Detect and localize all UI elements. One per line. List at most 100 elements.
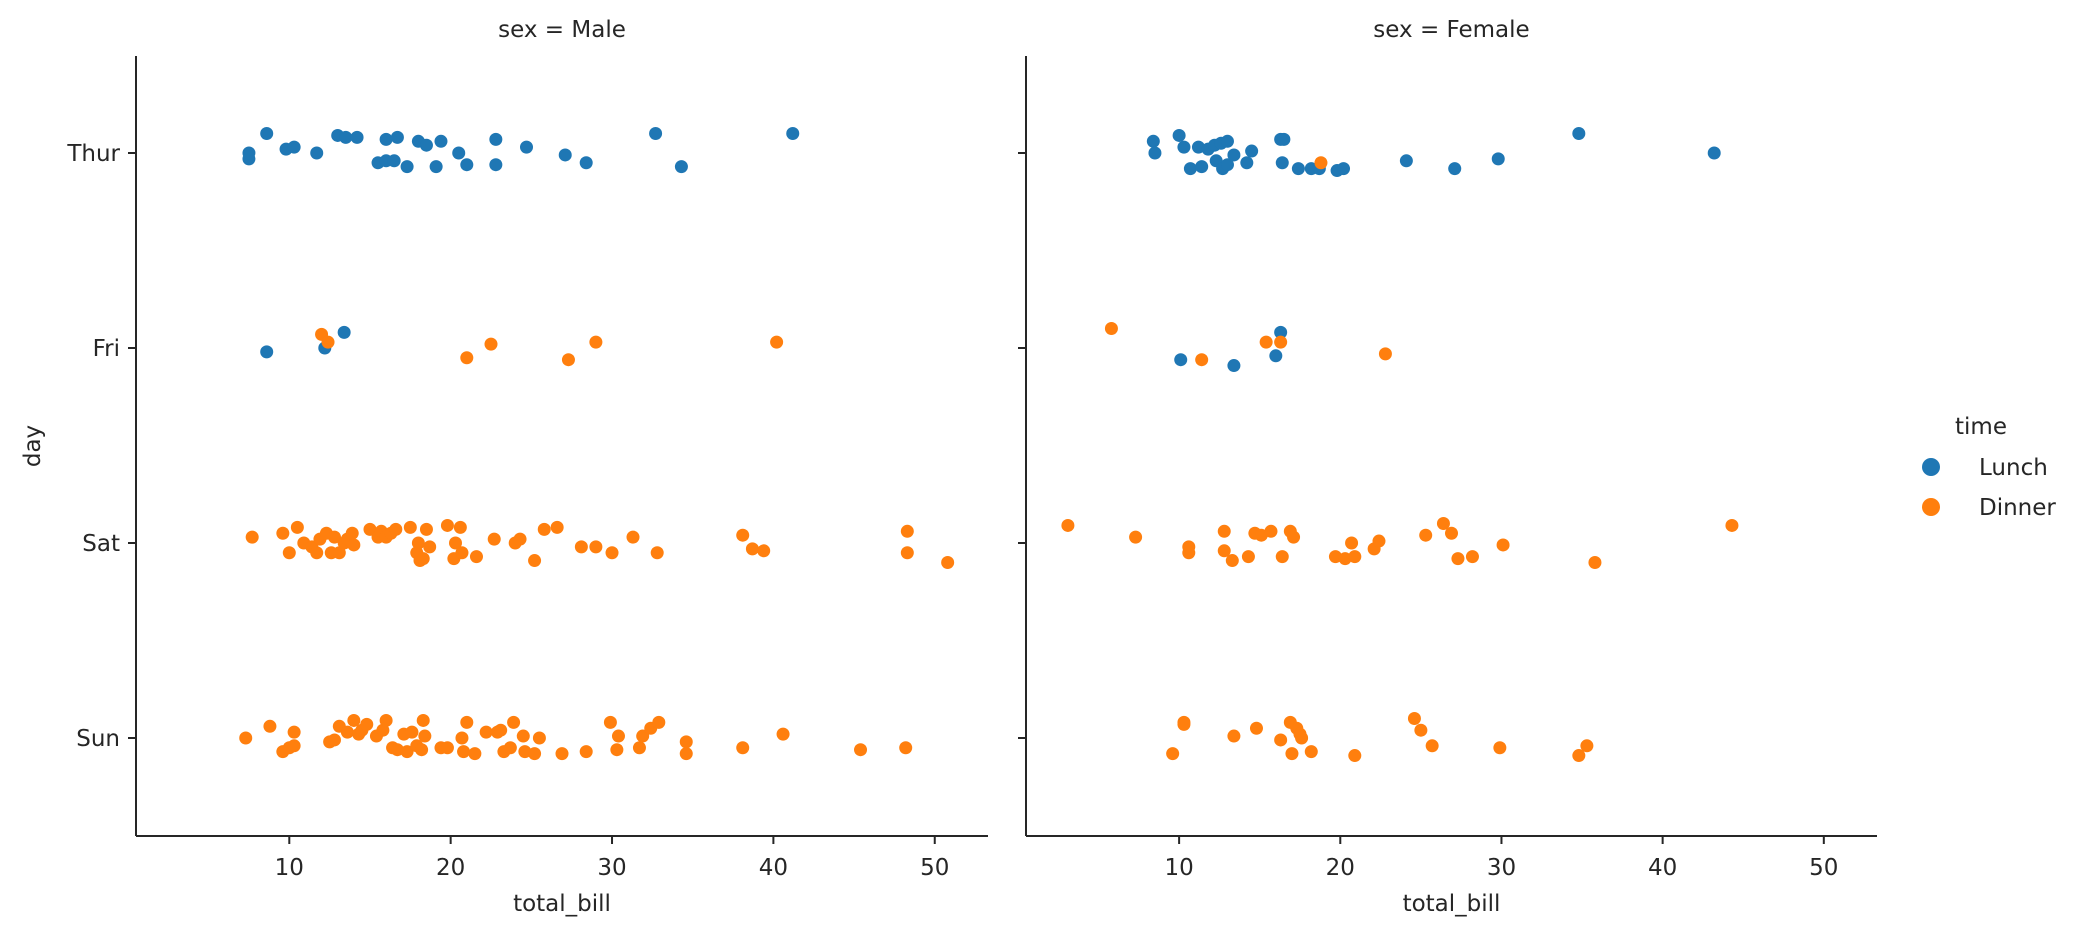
point-dinner-sun bbox=[347, 713, 361, 727]
point-lunch-thur bbox=[1291, 162, 1305, 176]
point-lunch-thur bbox=[429, 160, 443, 174]
point-dinner-sat bbox=[290, 520, 304, 534]
point-dinner-fri bbox=[1195, 353, 1209, 367]
point-dinner-sun bbox=[418, 729, 432, 743]
point-lunch-thur bbox=[400, 160, 414, 174]
point-dinner-sat bbox=[245, 530, 259, 544]
point-dinner-sun bbox=[516, 729, 530, 743]
point-dinner-sun bbox=[479, 725, 493, 739]
point-lunch-thur bbox=[1448, 162, 1462, 176]
point-dinner-sat bbox=[276, 526, 290, 540]
point-lunch-thur bbox=[339, 130, 353, 144]
point-dinner-sat bbox=[900, 546, 914, 560]
point-dinner-sun bbox=[532, 731, 546, 745]
point-dinner-sat bbox=[550, 520, 564, 534]
point-dinner-sun bbox=[1304, 745, 1318, 759]
point-dinner-sun bbox=[1177, 717, 1191, 731]
y-tick-label-thur: Thur bbox=[66, 141, 120, 167]
point-lunch-thur bbox=[287, 140, 301, 154]
point-dinner-sun bbox=[679, 747, 693, 761]
point-lunch-fri bbox=[1269, 349, 1283, 363]
point-lunch-thur bbox=[1572, 127, 1586, 140]
point-dinner-thur bbox=[1314, 156, 1328, 170]
legend: time Lunch Dinner bbox=[1922, 414, 2056, 521]
point-dinner-sat bbox=[1348, 550, 1362, 564]
point-dinner-sat bbox=[1217, 524, 1231, 538]
point-dinner-sat bbox=[1588, 556, 1602, 569]
y-axis-label: day bbox=[20, 425, 46, 467]
point-lunch-thur bbox=[242, 146, 256, 160]
point-dinner-sun bbox=[603, 715, 617, 729]
point-lunch-thur bbox=[1399, 154, 1413, 168]
point-dinner-sat bbox=[449, 536, 462, 550]
point-dinner-sat bbox=[403, 520, 417, 534]
point-dinner-sat bbox=[411, 536, 425, 550]
point-dinner-sat bbox=[310, 546, 324, 560]
point-dinner-sun bbox=[518, 745, 532, 759]
point-lunch-thur bbox=[387, 154, 401, 168]
point-lunch-thur bbox=[674, 160, 688, 174]
point-dinner-fri bbox=[1378, 347, 1392, 361]
point-lunch-thur bbox=[1183, 162, 1197, 176]
point-dinner-sat bbox=[1436, 517, 1450, 530]
y-tick-label-sun: Sun bbox=[76, 726, 120, 752]
point-dinner-sun bbox=[1285, 747, 1299, 761]
point-dinner-sun bbox=[1348, 749, 1362, 763]
point-dinner-sat bbox=[487, 532, 501, 546]
point-dinner-sun bbox=[610, 743, 624, 757]
point-dinner-fri bbox=[1259, 335, 1273, 349]
point-dinner-sun bbox=[776, 727, 790, 741]
point-dinner-sat bbox=[736, 528, 750, 542]
x-tick-label: 50 bbox=[1809, 855, 1838, 881]
point-dinner-sun bbox=[854, 743, 868, 757]
point-dinner-sun bbox=[1580, 739, 1594, 753]
point-dinner-sat bbox=[1275, 550, 1289, 564]
legend-marker-dinner bbox=[1922, 498, 1940, 516]
legend-label-dinner: Dinner bbox=[1979, 495, 2056, 521]
point-dinner-sun bbox=[494, 723, 508, 737]
point-dinner-sat bbox=[1225, 554, 1239, 568]
point-lunch-thur bbox=[1707, 146, 1721, 160]
point-lunch-thur bbox=[390, 130, 404, 144]
point-dinner-sun bbox=[1572, 749, 1586, 763]
point-dinner-sun bbox=[636, 729, 650, 743]
x-axis-label: total_bill bbox=[513, 891, 611, 917]
point-dinner-sun bbox=[528, 747, 542, 761]
point-lunch-thur bbox=[1277, 132, 1291, 146]
point-dinner-sat bbox=[423, 540, 437, 554]
point-dinner-sun bbox=[1249, 721, 1263, 735]
point-dinner-sun bbox=[460, 715, 474, 729]
point-lunch-thur bbox=[310, 146, 324, 160]
point-dinner-sun bbox=[507, 715, 521, 729]
point-dinner-sat bbox=[528, 554, 542, 568]
point-dinner-sat bbox=[537, 522, 551, 536]
point-lunch-thur bbox=[1195, 160, 1209, 174]
point-dinner-sun bbox=[440, 741, 454, 755]
point-dinner-sun bbox=[679, 735, 693, 749]
series-dinner bbox=[1061, 156, 1739, 763]
x-tick-label: 10 bbox=[275, 855, 304, 881]
point-lunch-thur bbox=[350, 130, 364, 144]
point-dinner-sat bbox=[1465, 550, 1479, 564]
point-lunch-thur bbox=[1245, 144, 1259, 158]
point-dinner-sun bbox=[287, 739, 301, 753]
point-dinner-fri bbox=[770, 335, 784, 349]
point-dinner-sun bbox=[1295, 731, 1309, 745]
point-dinner-sun bbox=[405, 725, 419, 739]
point-dinner-fri bbox=[321, 335, 335, 349]
point-dinner-sat bbox=[1129, 530, 1143, 544]
point-dinner-sat bbox=[757, 544, 771, 558]
legend-marker-lunch bbox=[1922, 458, 1940, 476]
point-dinner-sun bbox=[416, 713, 430, 727]
point-dinner-sat bbox=[347, 538, 361, 552]
point-dinner-sat bbox=[1372, 534, 1386, 548]
panel-title: sex = Male bbox=[498, 17, 626, 43]
point-lunch-thur bbox=[1275, 156, 1289, 170]
point-dinner-sat bbox=[1338, 552, 1352, 566]
y-tick-label-fri: Fri bbox=[93, 336, 120, 362]
point-dinner-sat bbox=[416, 552, 430, 566]
point-dinner-sat bbox=[1241, 550, 1255, 564]
point-dinner-sat bbox=[1445, 526, 1458, 540]
point-dinner-sun bbox=[390, 743, 404, 757]
point-dinner-sat bbox=[1264, 524, 1278, 538]
